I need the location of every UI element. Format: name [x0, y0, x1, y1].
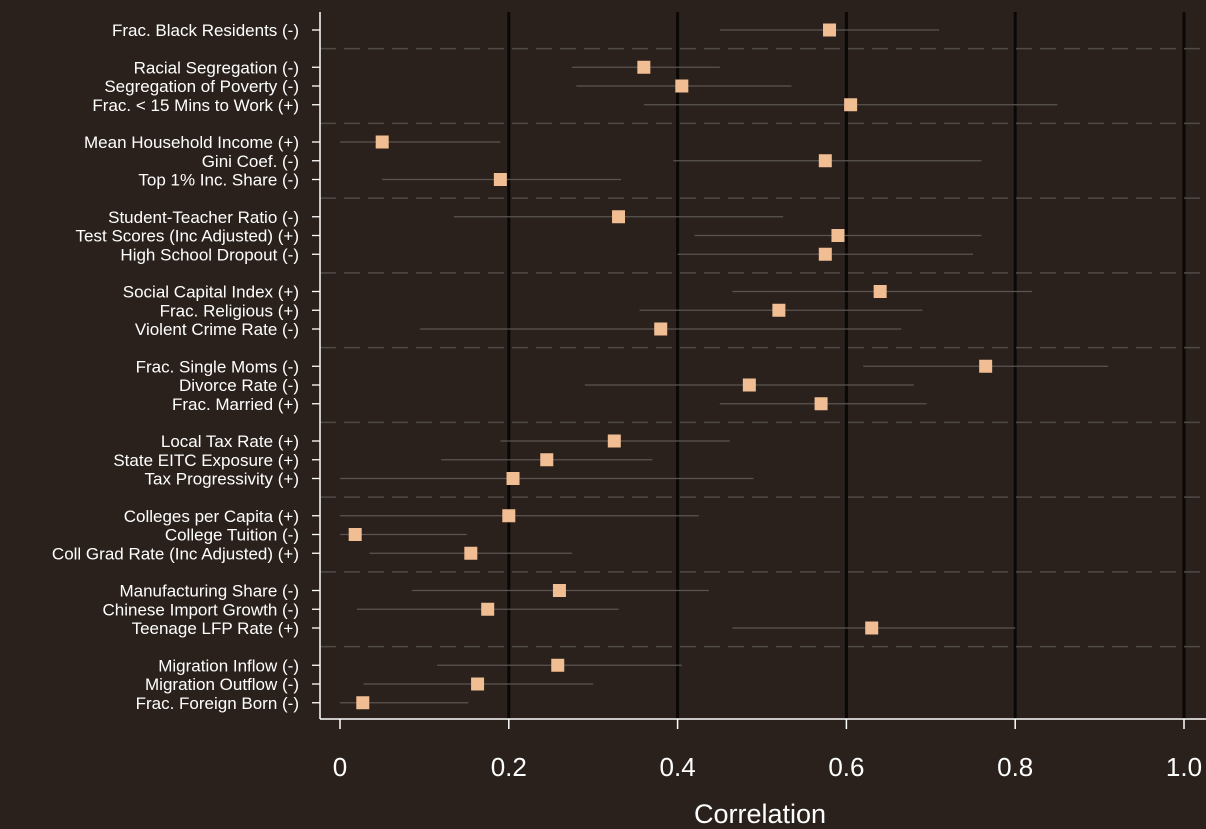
y-label-g3-r0: Student-Teacher Ratio (-): [108, 208, 299, 227]
point-marker-g8-r1: [481, 602, 495, 616]
point-marker-g1-r1: [675, 79, 689, 93]
grid-layer: [507, 12, 1186, 719]
y-label-g6-r0: Local Tax Rate (+): [161, 432, 299, 451]
x-tick-label-0: 0: [333, 752, 347, 782]
point-marker-g8-r2: [865, 621, 879, 635]
group-separators: [320, 47, 1206, 648]
point-marker-g1-r0: [637, 60, 651, 74]
y-label-g8-r0: Manufacturing Share (-): [119, 582, 299, 601]
point-marker-g5-r0: [979, 359, 993, 373]
y-label-g7-r2: Coll Grad Rate (Inc Adjusted) (+): [52, 544, 299, 563]
point-marker-g7-r0: [502, 509, 516, 523]
point-marker-g6-r1: [540, 453, 554, 467]
y-label-g8-r2: Teenage LFP Rate (+): [132, 619, 299, 638]
point-marker-g3-r0: [612, 210, 626, 224]
y-label-g6-r1: State EITC Exposure (+): [113, 451, 299, 470]
point-marker-g0-r0: [823, 23, 837, 37]
point-marker-g3-r1: [831, 229, 845, 242]
y-label-g3-r2: High School Dropout (-): [120, 245, 299, 264]
y-label-g4-r0: Social Capital Index (+): [123, 283, 299, 302]
y-label-g3-r1: Test Scores (Inc Adjusted) (+): [76, 227, 299, 246]
y-label-g7-r1: College Tuition (-): [165, 526, 299, 545]
y-label-g5-r0: Frac. Single Moms (-): [136, 357, 299, 376]
point-marker-g7-r1: [348, 528, 362, 541]
point-marker-g4-r1: [772, 303, 786, 317]
point-estimates: [348, 23, 993, 710]
y-label-g4-r1: Frac. Religious (+): [160, 301, 299, 320]
point-marker-g4-r0: [873, 285, 887, 298]
y-axis-labels: Frac. Black Residents (-) Racial Segregat…: [52, 21, 299, 713]
y-label-g1-r1: Segregation of Poverty (-): [104, 77, 299, 96]
y-label-g9-r1: Migration Outflow (-): [145, 675, 299, 694]
y-label-g9-r2: Frac. Foreign Born (-): [136, 694, 299, 713]
x-axis-ticks: 0 0.2 0.4 0.6 0.8 1.0: [333, 719, 1202, 782]
y-label-g9-r0: Migration Inflow (-): [158, 656, 299, 675]
point-marker-g6-r0: [607, 434, 621, 448]
point-marker-g3-r2: [818, 247, 832, 261]
point-marker-g6-r2: [506, 472, 520, 485]
point-marker-g9-r1: [471, 677, 485, 691]
point-marker-g2-r1: [818, 154, 832, 168]
point-marker-g2-r2: [493, 173, 507, 186]
axes: [312, 12, 1206, 720]
x-tick-label-1: 0.2: [491, 752, 527, 782]
y-label-g8-r1: Chinese Import Growth (-): [103, 600, 300, 619]
point-marker-g5-r1: [742, 378, 756, 392]
point-marker-g5-r2: [814, 397, 828, 411]
x-tick-label-3: 0.6: [828, 752, 864, 782]
point-marker-g2-r0: [375, 135, 389, 149]
x-axis-title: Correlation: [694, 799, 826, 829]
y-label-g2-r2: Top 1% Inc. Share (-): [138, 171, 299, 190]
x-tick-label-2: 0.4: [660, 752, 696, 782]
y-label-g1-r0: Racial Segregation (-): [134, 58, 299, 77]
y-label-g5-r1: Divorce Rate (-): [179, 376, 299, 395]
x-tick-label-4: 0.8: [997, 752, 1033, 782]
y-label-g7-r0: Colleges per Capita (+): [124, 507, 299, 526]
point-marker-g9-r0: [551, 658, 565, 672]
y-label-g6-r2: Tax Progressivity (+): [145, 470, 299, 489]
x-tick-label-5: 1.0: [1166, 752, 1202, 782]
point-marker-g7-r2: [464, 546, 478, 560]
y-label-g2-r1: Gini Coef. (-): [202, 152, 299, 171]
point-marker-g9-r2: [356, 696, 370, 710]
point-marker-g4-r2: [654, 322, 668, 336]
y-label-g5-r2: Frac. Married (+): [172, 395, 299, 414]
y-label-g4-r2: Violent Crime Rate (-): [135, 320, 299, 339]
y-label-g2-r0: Mean Household Income (+): [84, 133, 299, 152]
y-label-g1-r2: Frac. < 15 Mins to Work (+): [92, 96, 299, 115]
y-label-g0-r0: Frac. Black Residents (-): [112, 21, 299, 40]
point-marker-g8-r0: [552, 584, 566, 597]
point-marker-g1-r2: [844, 98, 858, 112]
